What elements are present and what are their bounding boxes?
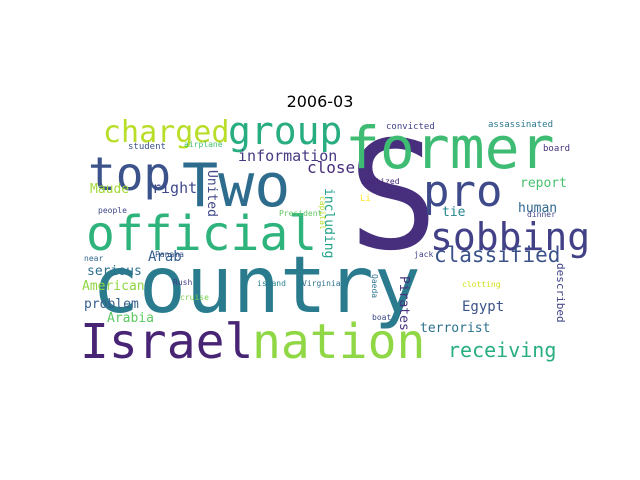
cloud-word: convicted bbox=[386, 122, 435, 132]
cloud-word: information bbox=[238, 147, 337, 165]
cloud-word: report bbox=[520, 176, 567, 191]
cloud-word: President bbox=[279, 209, 323, 218]
cloud-word: jack bbox=[414, 250, 433, 259]
cloud-word: country bbox=[92, 241, 421, 331]
cloud-word: sobbing bbox=[430, 215, 590, 259]
cloud-word: receiving bbox=[448, 338, 556, 362]
cloud-word: official bbox=[86, 206, 317, 262]
cloud-word: Arabia bbox=[107, 311, 154, 326]
cloud-word: pro bbox=[423, 166, 502, 217]
cloud-word: terrorist bbox=[420, 321, 490, 336]
cloud-word: Egypt bbox=[462, 299, 504, 315]
cloud-word: serious bbox=[87, 264, 142, 279]
cloud-word: cruise bbox=[180, 293, 209, 302]
cloud-word: airplane bbox=[184, 140, 223, 149]
cloud-word: assassinated bbox=[488, 120, 553, 130]
cloud-word: problem bbox=[84, 297, 139, 312]
cloud-word: board bbox=[543, 144, 570, 154]
cloud-word: Israel bbox=[80, 314, 253, 370]
cloud-word: Qaeda bbox=[370, 274, 379, 298]
cloud-word: group bbox=[228, 109, 342, 153]
cloud-word: capital bbox=[318, 196, 327, 230]
cloud-word: S bbox=[348, 110, 438, 284]
cloud-word: Li bbox=[360, 194, 371, 204]
cloud-word: close bbox=[307, 158, 355, 177]
cloud-word: charged bbox=[103, 115, 229, 150]
cloud-word: Arab bbox=[148, 249, 182, 265]
cloud-word: Virginia bbox=[302, 279, 341, 288]
cloud-word: described bbox=[554, 263, 567, 323]
cloud-word: island bbox=[257, 279, 286, 288]
chart-title: 2006-03 bbox=[286, 92, 354, 111]
cloud-word: classified bbox=[434, 243, 560, 267]
cloud-word: including bbox=[321, 188, 336, 258]
cloud-word: American bbox=[82, 279, 145, 294]
cloud-word: people bbox=[98, 206, 127, 215]
cloud-word: Maude bbox=[90, 182, 129, 197]
cloud-word: student bbox=[128, 142, 166, 152]
cloud-word: boat bbox=[372, 313, 391, 322]
cloud-word: Pirates bbox=[396, 276, 411, 331]
cloud-word: United bbox=[204, 170, 219, 217]
cloud-word: nation bbox=[252, 314, 425, 370]
cloud-word: right bbox=[152, 179, 197, 197]
cloud-word: top bbox=[88, 147, 171, 201]
cloud-word: dinner bbox=[527, 210, 556, 219]
cloud-word: Rush bbox=[173, 278, 192, 287]
cloud-word: baptized bbox=[361, 177, 400, 186]
cloud-word: Two bbox=[182, 151, 290, 221]
cloud-word: tie bbox=[442, 205, 466, 220]
cloud-word: former bbox=[345, 114, 555, 182]
cloud-word: clotting bbox=[462, 280, 501, 289]
cloud-word: near bbox=[84, 254, 103, 263]
cloud-word: Panama bbox=[155, 250, 184, 259]
cloud-word: human bbox=[518, 201, 557, 216]
